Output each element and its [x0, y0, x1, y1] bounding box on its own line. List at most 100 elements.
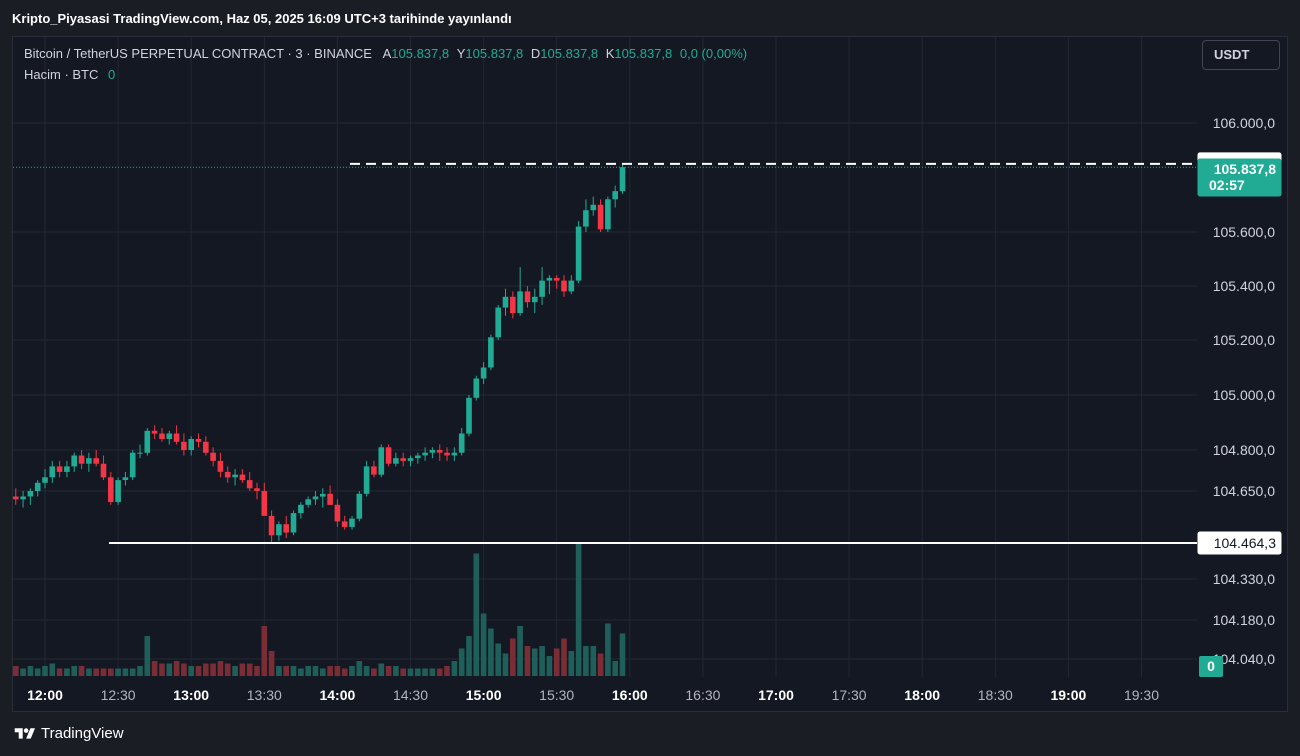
time-axis-label: 17:30: [832, 687, 867, 703]
volume-bar: [181, 663, 187, 676]
volume-bar: [327, 666, 333, 676]
open-label: A: [382, 46, 392, 61]
volume-bar: [378, 663, 385, 676]
volume-bar: [415, 668, 421, 676]
change-value: 0,0 (0,00%): [679, 46, 748, 61]
volume-label-box: [1199, 656, 1223, 677]
candle-body: [320, 493, 326, 497]
volume-bar: [341, 668, 348, 676]
volume-bar: [166, 663, 173, 676]
candle-body: [612, 191, 618, 200]
volume-bar: [203, 663, 209, 676]
candle-body: [393, 458, 399, 464]
candle-body: [34, 482, 41, 491]
candle-body: [100, 463, 107, 478]
candle-body: [458, 433, 465, 453]
candle-body: [305, 499, 311, 505]
volume-bar: [137, 666, 143, 676]
volume-bar: [612, 661, 618, 676]
tradingview-logo[interactable]: TradingView: [13, 725, 124, 742]
candle-body: [239, 474, 246, 481]
candle-body: [298, 504, 304, 514]
volume-bar: [224, 663, 231, 676]
chart-panel[interactable]: 106.000,0 105.600,0 105.400,0 105.200,0 105.…: [12, 36, 1288, 712]
time-axis-label: 19:30: [1124, 687, 1159, 703]
candle-body: [122, 477, 129, 480]
candle-body: [356, 493, 363, 519]
published-header: Kripto_Piyasasi TradingView.com, Haz 05,…: [12, 11, 512, 26]
price-axis-label: 104.650,0: [1213, 483, 1275, 499]
candle-body: [203, 441, 209, 453]
candle-body: [605, 199, 611, 230]
symbol-legend: Bitcoin / TetherUS PERPETUAL CONTRACT · …: [24, 46, 747, 61]
candle-body: [334, 504, 341, 522]
tradingview-logo-icon: [14, 727, 35, 739]
volume-bar: [232, 666, 238, 676]
volume-bar: [276, 666, 282, 676]
volume-legend: Hacim · BTC 0: [24, 67, 115, 82]
candle-body: [378, 447, 385, 475]
price-axis-label: 105.600,0: [1213, 224, 1275, 240]
candle-body: [151, 430, 158, 434]
candle-body: [422, 452, 428, 456]
candle-body: [71, 455, 77, 467]
volume-bar: [422, 668, 428, 676]
time-axis-label: 15:00: [466, 687, 502, 703]
volume-bar: [407, 668, 414, 676]
volume-bar: [188, 666, 194, 676]
volume-value: 0: [108, 67, 116, 82]
candle-body: [159, 433, 165, 439]
volume-label: Hacim · BTC: [24, 67, 99, 82]
price-axis-label: 104.800,0: [1213, 442, 1275, 458]
volume-bar: [78, 666, 85, 676]
volume-bar: [480, 613, 487, 676]
time-axis-label: 17:00: [758, 687, 794, 703]
candle-body: [451, 452, 458, 456]
volume-bar: [488, 628, 494, 676]
candle-body: [590, 204, 597, 211]
volume-bar: [363, 666, 370, 676]
volume-bar: [144, 636, 151, 676]
candle-body: [575, 226, 582, 281]
candlestick-chart[interactable]: 106.000,0 105.600,0 105.400,0 105.200,0 105.…: [13, 37, 1288, 712]
volume-bar: [553, 648, 560, 676]
candle-body: [42, 477, 48, 483]
countdown-label: 02:57: [1209, 177, 1245, 193]
candle-body: [415, 455, 421, 459]
candle-body: [13, 496, 19, 500]
candle-body: [407, 458, 414, 461]
price-axis-label: 104.330,0: [1213, 571, 1275, 587]
line-layer: [13, 162, 1197, 544]
time-axis-label: 18:00: [904, 687, 940, 703]
volume-bar: [195, 666, 202, 676]
price-axis-label: 104.180,0: [1213, 612, 1275, 628]
candle-body: [568, 280, 575, 292]
candle-body: [400, 458, 406, 461]
volume-bar: [86, 668, 92, 676]
horizontal-line-label-box: [1197, 531, 1282, 555]
time-axis-label: 12:00: [27, 687, 63, 703]
volume-bar: [151, 661, 158, 676]
time-axis-label: 14:30: [393, 687, 428, 703]
volume-bar: [532, 648, 538, 676]
volume-bar: [290, 666, 297, 676]
volume-bar: [334, 666, 341, 676]
candle-body: [56, 466, 63, 472]
volume-bar: [605, 623, 611, 676]
candle-body: [495, 307, 501, 338]
candle-body: [436, 450, 443, 453]
volume-bar: [305, 666, 311, 676]
open-value: 105.837,8: [391, 46, 450, 61]
volume-bar: [261, 626, 268, 676]
last-price-label-box: [1197, 158, 1282, 197]
candle-body: [27, 491, 34, 497]
candle-body: [224, 471, 231, 478]
candle-body: [429, 450, 436, 453]
candle-body: [93, 458, 99, 464]
volume-bar: [64, 668, 70, 676]
currency-button[interactable]: USDT: [1202, 40, 1280, 70]
volume-bar: [298, 668, 304, 676]
volume-axis-label: 0: [1207, 658, 1215, 674]
volume-bar: [517, 626, 523, 676]
volume-bar: [546, 656, 553, 676]
